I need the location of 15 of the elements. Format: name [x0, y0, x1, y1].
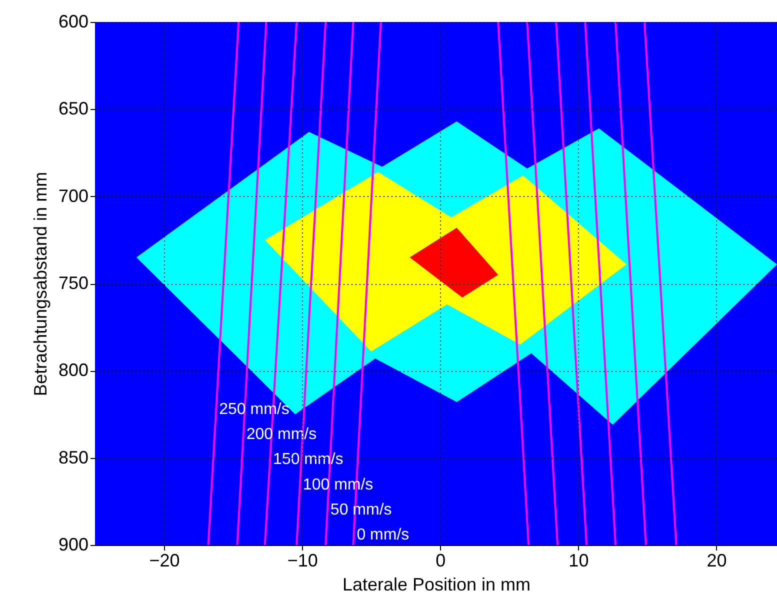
- x-tick-label: 20: [706, 550, 727, 570]
- y-tick-label: 600: [58, 12, 88, 32]
- y-tick-label: 800: [58, 360, 88, 380]
- y-tick-label: 750: [58, 273, 88, 293]
- y-tick-label: 650: [58, 98, 88, 119]
- x-tick-label: 10: [568, 550, 589, 570]
- x-tick-label: 0: [436, 550, 446, 570]
- y-tick-label: 900: [58, 534, 88, 554]
- series-label: 0 mm/s: [356, 526, 410, 544]
- y-tick-label: 850: [58, 447, 88, 468]
- y-axis-title: Betrachtungsabstand in mm: [30, 172, 50, 396]
- x-tick-label: −20: [149, 550, 180, 570]
- x-axis-title: Laterale Position in mm: [342, 574, 531, 594]
- x-tick-label: −10: [287, 550, 318, 570]
- y-tick-label: 700: [58, 186, 88, 206]
